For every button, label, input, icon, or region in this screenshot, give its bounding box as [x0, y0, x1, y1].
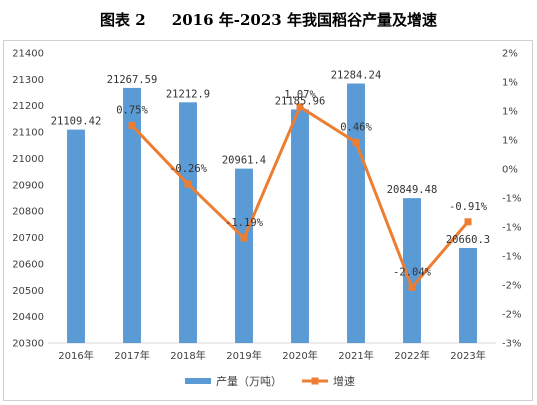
chart-title: 图表 2 2016 年-2023 年我国稻谷产量及增速	[100, 11, 437, 29]
data-labels: 21109.42 21267.59 21212.9 20961.4 21185.96 21…	[51, 70, 490, 279]
bar-data-label: 21267.59	[107, 74, 158, 86]
line-point	[240, 234, 248, 242]
x-tick-label: 2023年	[450, 349, 485, 362]
line-point	[184, 180, 192, 188]
y-left-tick-label: 20700	[12, 233, 44, 244]
line-data-label: 0.46%	[340, 121, 372, 133]
bar	[347, 83, 365, 343]
bar-data-label: 21212.9	[166, 88, 210, 100]
bar	[291, 109, 309, 343]
y-left-tick-label: 20400	[12, 312, 44, 323]
y-left-tick-label: 20600	[12, 259, 44, 270]
y-left-tick-label: 20500	[12, 286, 44, 297]
x-tick-label: 2017年	[114, 349, 149, 362]
y-right-tick-label: -1%	[502, 223, 521, 234]
x-tick-label: 2021年	[338, 349, 373, 362]
line-point	[408, 283, 416, 291]
y-right-tick-label: -2%	[502, 281, 521, 292]
bar-series-production	[67, 83, 477, 344]
line-data-label: -0.26%	[169, 163, 208, 175]
y-left-tick-label: 21300	[12, 75, 44, 86]
legend-swatch-marker	[311, 377, 319, 385]
y-right-tick-label: 0%	[502, 165, 518, 176]
line-data-label: -2.04%	[393, 266, 432, 278]
y-right-tick-label: -2%	[502, 310, 521, 321]
y-left-tick-label: 20900	[12, 180, 44, 191]
bar	[403, 198, 421, 343]
bar-data-label: 20961.4	[222, 155, 266, 167]
bar	[179, 102, 197, 344]
x-tick-label: 2018年	[170, 349, 205, 362]
y-right-tick-label: 1%	[502, 136, 518, 147]
y-right-tick-label: -3%	[502, 339, 521, 350]
y-left-tick-label: 20800	[12, 207, 44, 218]
y-left-tick-label: 21100	[12, 128, 44, 139]
y-left-tick-label: 21400	[12, 49, 44, 60]
bar-data-label: 20660.3	[446, 234, 490, 246]
x-tick-label: 2020年	[282, 349, 317, 362]
line-point	[352, 138, 360, 146]
line-data-label: -0.91%	[449, 201, 488, 213]
y-right-tick-label: -1%	[502, 194, 521, 205]
y-left-tick-label: 21200	[12, 101, 44, 112]
x-tick-label: 2016年	[58, 349, 93, 362]
line-series-growth	[128, 103, 472, 291]
y-right-tick-label: -1%	[502, 252, 521, 263]
legend: 产量（万吨） 增速	[185, 374, 355, 388]
axes: 20300 20400 20500 20600 20700 20800 20900 21000…	[12, 49, 521, 363]
legend-label-line: 增速	[333, 374, 355, 388]
legend-swatch-bar	[185, 378, 211, 384]
bar-data-label: 20849.48	[387, 184, 438, 196]
line-data-label: -1.19%	[225, 217, 264, 229]
bar-data-label: 21284.24	[331, 70, 382, 82]
bar	[123, 87, 141, 344]
line-data-label: 0.75%	[116, 105, 148, 117]
line-point	[464, 218, 472, 226]
legend-label-bar: 产量（万吨）	[216, 374, 282, 388]
line-point	[296, 103, 304, 111]
y-right-tick-label: 1%	[502, 107, 518, 118]
y-right-tick-label: 1%	[502, 78, 518, 89]
line-data-label: 1.07%	[284, 89, 316, 101]
y-left-tick-label: 20300	[12, 339, 44, 350]
chart-frame	[3, 40, 533, 401]
bar	[459, 248, 477, 343]
line-point	[128, 122, 136, 129]
bar	[67, 129, 85, 343]
y-right-tick-label: 2%	[502, 49, 518, 60]
x-tick-label: 2019年	[226, 349, 261, 362]
x-tick-label: 2022年	[394, 349, 429, 362]
bar-data-label: 21109.42	[51, 116, 102, 128]
bar	[235, 168, 253, 343]
y-left-tick-label: 21000	[12, 154, 44, 165]
bar-data-label: 21185.96	[275, 95, 326, 107]
